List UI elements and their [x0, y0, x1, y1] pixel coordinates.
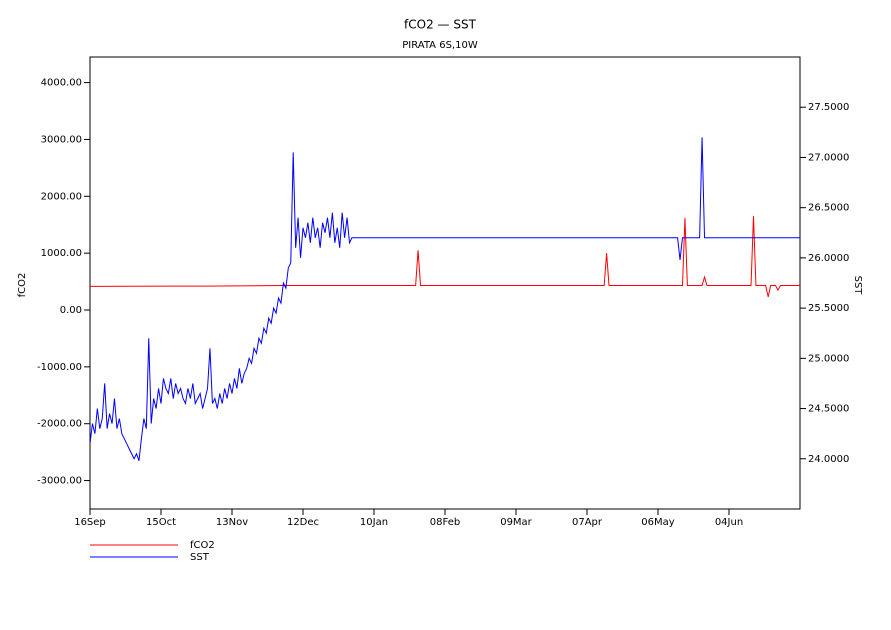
x-tick-label: 04Jun [715, 517, 743, 528]
y-tick-label: -1000.00 [37, 362, 82, 373]
y2-tick-label: 25.0000 [808, 353, 849, 364]
y-tick-label: 3000.00 [41, 134, 82, 145]
x-tick-label: 08Feb [430, 517, 460, 528]
y2-axis-label: SST [852, 276, 863, 296]
legend-label: SST [190, 552, 210, 563]
x-tick-label: 06May [641, 517, 674, 528]
chart-title: fCO2 — SST [404, 18, 477, 32]
y-tick-label: 4000.00 [41, 78, 82, 89]
x-tick-label: 09Mar [500, 517, 532, 528]
y2-tick-label: 27.5000 [808, 102, 849, 113]
legend-label: fCO2 [190, 540, 215, 551]
y2-tick-label: 26.0000 [808, 253, 849, 264]
x-tick-label: 12Dec [287, 517, 319, 528]
y-tick-label: 0.00 [60, 305, 82, 316]
y-axis-label: fCO2 [17, 273, 28, 298]
y2-tick-label: 27.0000 [808, 152, 849, 163]
x-tick-label: 15Oct [146, 517, 176, 528]
y2-tick-label: 24.5000 [808, 404, 849, 415]
y2-tick-label: 24.0000 [808, 454, 849, 465]
series-line [89, 216, 800, 298]
chart-subtitle: PIRATA 6S,10W [402, 40, 478, 51]
y2-tick-label: 26.5000 [808, 203, 849, 214]
series-line [89, 137, 800, 461]
x-tick-label: 07Apr [572, 517, 603, 528]
y-tick-label: 1000.00 [41, 248, 82, 259]
plot-frame [89, 56, 801, 510]
y2-tick-label: 25.5000 [808, 303, 849, 314]
x-tick-label: 16Sep [74, 517, 106, 528]
y-tick-label: -2000.00 [37, 419, 82, 430]
y-tick-label: 2000.00 [41, 191, 82, 202]
x-tick-label: 13Nov [216, 517, 248, 528]
x-tick-label: 10Jan [360, 517, 388, 528]
y-tick-label: -3000.00 [37, 476, 82, 487]
